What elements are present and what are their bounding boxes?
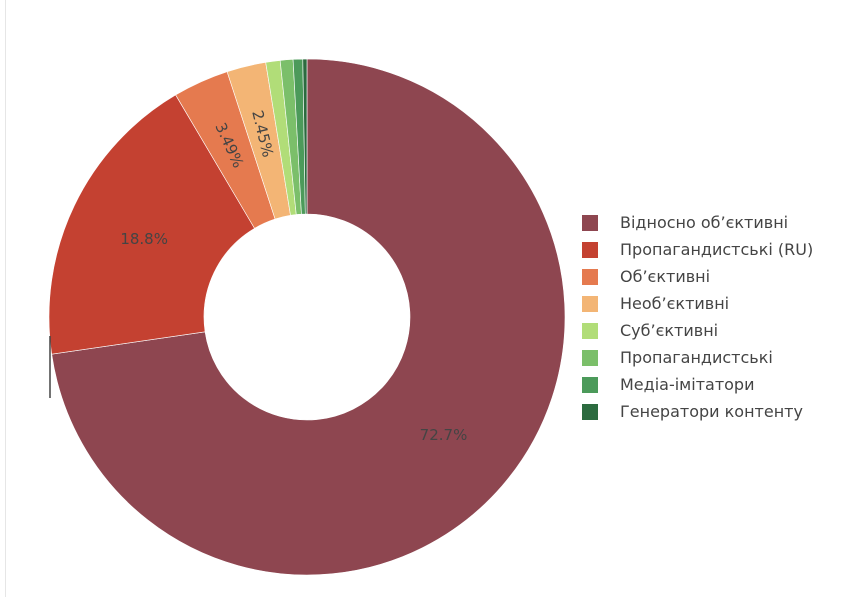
legend-label: Об’єктивні <box>620 267 711 286</box>
legend-swatch <box>582 349 598 366</box>
legend-label: Суб’єктивні <box>620 321 719 340</box>
legend-item[interactable]: Об’єктивні <box>582 263 813 290</box>
legend-swatch <box>582 403 598 420</box>
legend-item[interactable]: Пропагандистські <box>582 344 813 371</box>
legend-label: Пропагандистські (RU) <box>620 240 814 259</box>
left-divider <box>5 0 6 597</box>
legend-item[interactable]: Медіа-імітатори <box>582 371 813 398</box>
slice-label-1: 18.8% <box>120 230 168 248</box>
legend-label: Медіа-імітатори <box>620 375 755 394</box>
legend-label: Генератори контенту <box>620 402 803 421</box>
slice-7[interactable] <box>302 58 308 215</box>
legend-label: Необ’єктивні <box>620 294 730 313</box>
legend-swatch <box>582 268 598 285</box>
legend-swatch <box>582 295 598 312</box>
legend-item[interactable]: Генератори контенту <box>582 398 813 425</box>
legend-item[interactable]: Необ’єктивні <box>582 290 813 317</box>
legend-swatch <box>582 214 598 231</box>
slices-group <box>48 58 566 576</box>
legend-swatch <box>582 376 598 393</box>
legend-swatch <box>582 322 598 339</box>
legend-swatch <box>582 241 598 258</box>
legend-item[interactable]: Відносно об’єктивні <box>582 209 813 236</box>
slice-label-0: 72.7% <box>420 426 468 444</box>
legend-label: Відносно об’єктивні <box>620 213 789 232</box>
legend-label: Пропагандистські <box>620 348 773 367</box>
legend: Відносно об’єктивні Пропагандистські (RU… <box>582 209 813 425</box>
slice-1[interactable] <box>48 94 255 355</box>
legend-item[interactable]: Суб’єктивні <box>582 317 813 344</box>
slice-0[interactable] <box>51 58 566 576</box>
legend-item[interactable]: Пропагандистські (RU) <box>582 236 813 263</box>
